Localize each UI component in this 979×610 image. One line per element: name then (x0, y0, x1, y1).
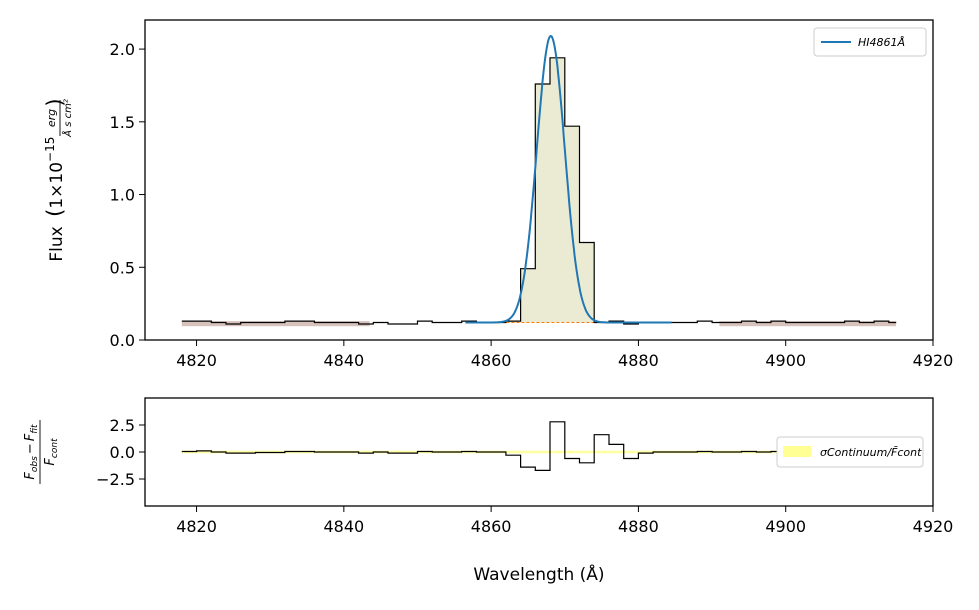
svg-text:Fcont: Fcont (43, 438, 60, 466)
residual-x-ticks: 4820 4840 4860 4880 4900 4920 (176, 506, 953, 536)
spectrum-x-tick-label: 4920 (913, 351, 954, 370)
residual-y-tick-label: −2.5 (96, 470, 135, 489)
residual-x-tick-label: 4820 (176, 517, 217, 536)
residual-x-tick-label: 4900 (765, 517, 806, 536)
svg-text:Flux (1×10−15): Flux (1×10−15) (43, 98, 67, 261)
residual-y-tick-label: 2.5 (110, 416, 135, 435)
line-region-fill (505, 57, 595, 323)
spectrum-x-tick-label: 4900 (765, 351, 806, 370)
sigma-band-area (181, 450, 897, 454)
observed-flux-step (181, 57, 897, 325)
spectrum-marks (181, 34, 897, 325)
residual-x-tick-label: 4920 (913, 517, 954, 536)
continuum-region-2 (719, 321, 897, 327)
legend-swatch-sigma (783, 446, 811, 457)
residual-x-tick-label: 4880 (618, 517, 659, 536)
spectrum-y-tick-label: 1.5 (110, 113, 135, 132)
residual-marks (181, 421, 897, 471)
residual-legend-box (776, 436, 924, 468)
spectrum-y-tick-label: 2.0 (110, 40, 135, 59)
x-axis-label: Wavelength (Å) (473, 563, 604, 585)
spectrum-x-tick-label: 4860 (471, 351, 512, 370)
spectrum-x-tick-label: 4880 (618, 351, 659, 370)
gaussian-fit-line (465, 34, 672, 324)
ylabel-frac-num: erg (45, 109, 58, 127)
spectrum-y-ticks: 0.0 0.5 1.0 1.5 2.0 (110, 40, 145, 350)
residual-y-ticks: 2.5 0.0 −2.5 (96, 416, 145, 489)
spectrum-legend: HI4861Å (813, 27, 927, 57)
line-region-fill-area (505, 57, 595, 323)
spectrum-y-tick-label: 0.0 (110, 331, 135, 350)
sigma-band (181, 450, 897, 454)
spectrum-x-tick-label: 4820 (176, 351, 217, 370)
svg-text:Fobs−Ffit: Fobs−Ffit (23, 424, 40, 480)
continuum-region-1 (181, 321, 370, 327)
legend-box (813, 27, 927, 57)
spectrum-y-tick-label: 1.0 (110, 186, 135, 205)
residual-legend: σContinuum/F̄cont (776, 436, 924, 468)
spectrum-x-ticks: 4820 4840 4860 4880 4900 4920 (176, 340, 953, 370)
residual-y-axis-label: Fobs−Ffit Fcont (23, 420, 60, 484)
residual-x-tick-label: 4840 (323, 517, 364, 536)
legend-label-gaussian: HI4861Å (858, 36, 905, 49)
ylabel-frac-den: Å s cm² (61, 99, 74, 138)
spectrum-x-tick-label: 4840 (323, 351, 364, 370)
shaded-regions (181, 321, 897, 327)
residual-y-tick-label: 0.0 (110, 443, 135, 462)
legend-label-sigma: σContinuum/F̄cont (820, 446, 922, 459)
residual-x-tick-label: 4860 (471, 517, 512, 536)
residual-step (181, 421, 897, 471)
spectrum-y-tick-label: 0.5 (110, 258, 135, 277)
residual-panel: 4820 4840 4860 4880 4900 4920 2.5 0.0 −2.5 Fobs… (23, 397, 953, 585)
spectrum-y-axis-label: Flux (1×10−15) erg Å s cm² (43, 98, 74, 261)
spectrum-axes-frame (144, 19, 934, 341)
spectrum-panel: 4820 4840 4860 4880 4900 4920 0.0 0.5 1.0 1.5 2.0… (43, 19, 953, 370)
